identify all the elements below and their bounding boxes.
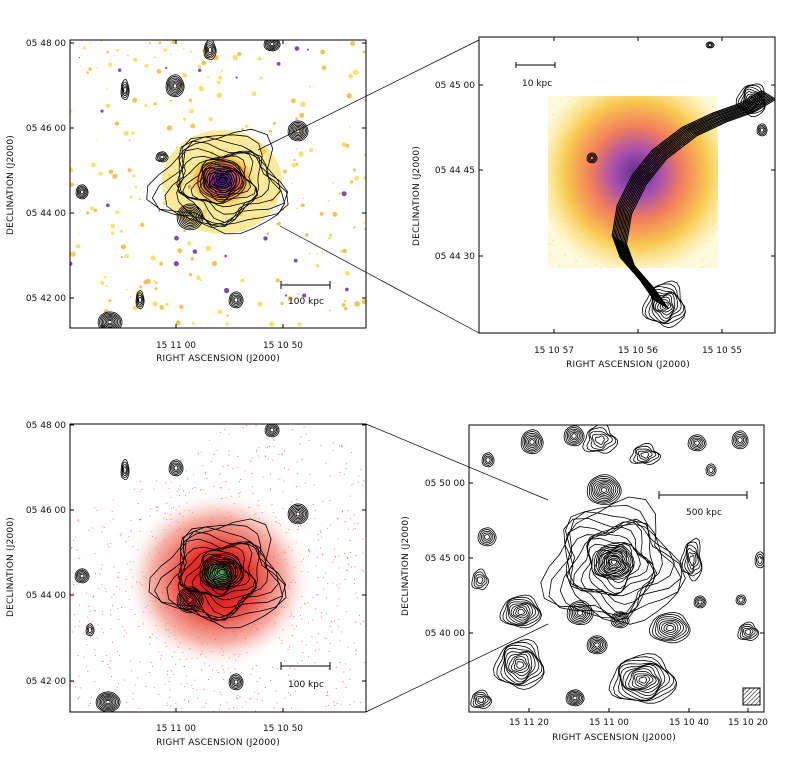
tr-ylabel: DECLINATION (J2000): [412, 146, 422, 246]
br-xtick-3: 15 10 20: [728, 718, 768, 728]
panel-bl-frame: [69, 423, 367, 713]
tr-ytick-1: 05 44 45: [435, 166, 475, 176]
scale-label-bl: 100 kpc: [288, 680, 324, 690]
bl-ytick-0: 05 48 00: [26, 421, 66, 431]
panel-br-ticks: [469, 482, 764, 712]
scale-label-tr: 10 kpc: [522, 79, 552, 89]
panel-tl-image: [70, 40, 366, 328]
scale-bar-br: 500 kpc: [658, 491, 748, 518]
radio-contours-bl: [74, 424, 309, 712]
tl-xtick-1: 15 10 50: [263, 341, 303, 351]
br-ytick-1: 05 45 00: [425, 554, 465, 564]
panel-tr-ticks: [479, 37, 775, 333]
scale-bar-tr: 10 kpc: [515, 62, 556, 89]
tl-ytick-1: 05 46 00: [26, 124, 66, 134]
tr-ytick-0: 05 45 00: [435, 81, 475, 91]
bl-ytick-2: 05 44 00: [26, 591, 66, 601]
scale-label-br: 500 kpc: [686, 508, 722, 518]
scale-label-tl: 100 kpc: [288, 297, 324, 307]
br-ytick-2: 05 40 00: [425, 629, 465, 639]
panel-bl-image: [70, 424, 366, 712]
tl-ytick-2: 05 44 00: [26, 209, 66, 219]
radio-contours-wide: [470, 425, 764, 710]
bl-ytick-3: 05 42 00: [26, 677, 66, 687]
tr-xtick-2: 15 10 55: [702, 346, 742, 356]
bl-xtick-0: 15 11 00: [156, 724, 196, 734]
tl-xlabel: RIGHT ASCENSION (J2000): [156, 354, 280, 364]
br-xtick-2: 15 10 40: [669, 718, 709, 728]
zoom-lines-bottom: [365, 423, 549, 713]
scale-bar-bl: 100 kpc: [280, 662, 331, 690]
panel-bottom-right: 500 kpc 05 50 00 05 45 00 05 40 00 15 11…: [401, 424, 768, 743]
br-xlabel: RIGHT ASCENSION (J2000): [552, 733, 676, 743]
panel-br-image: [470, 425, 764, 710]
panel-tr-image: [548, 41, 775, 329]
panel-bottom-left: 100 kpc 05 48 00 05 46 00 05 44 00 05 42…: [6, 421, 367, 748]
tl-xtick-0: 15 11 00: [156, 341, 196, 351]
br-xtick-0: 15 11 20: [509, 718, 549, 728]
radio-jet-contours: [586, 41, 775, 329]
tr-ytick-2: 05 44 30: [435, 252, 475, 262]
tr-xlabel: RIGHT ASCENSION (J2000): [566, 360, 690, 370]
panel-tr-frame: [478, 36, 776, 334]
tl-ytick-0: 05 48 00: [26, 39, 66, 49]
br-ylabel: DECLINATION (J2000): [401, 516, 411, 616]
bl-ylabel: DECLINATION (J2000): [6, 517, 16, 617]
panel-br-frame: [468, 424, 765, 713]
panel-bl-ticks: [70, 424, 366, 712]
panel-tl-ticks: [70, 40, 366, 328]
tr-xtick-1: 15 10 56: [618, 346, 658, 356]
bl-ytick-1: 05 46 00: [26, 506, 66, 516]
zoom-lines-top: [257, 39, 480, 334]
tr-xtick-0: 15 10 57: [534, 346, 574, 356]
br-ytick-0: 05 50 00: [425, 479, 465, 489]
br-xtick-1: 15 11 00: [589, 718, 629, 728]
panel-tl-frame: [69, 39, 367, 329]
panel-top-right: 10 kpc 05 45 00 05 44 45 05 44 30 15 10 …: [412, 36, 776, 370]
beam-indicator: [742, 687, 761, 706]
panel-top-left: 100 kpc 05 48 00 05 46 00 05 44 00 05 42…: [6, 39, 367, 364]
bl-xlabel: RIGHT ASCENSION (J2000): [156, 738, 280, 748]
tl-ytick-3: 05 42 00: [26, 294, 66, 304]
radio-contours: [75, 40, 309, 328]
bl-xtick-1: 15 10 50: [263, 724, 303, 734]
tl-ylabel: DECLINATION (J2000): [6, 135, 16, 235]
scale-bar-tl: 100 kpc: [280, 281, 331, 307]
